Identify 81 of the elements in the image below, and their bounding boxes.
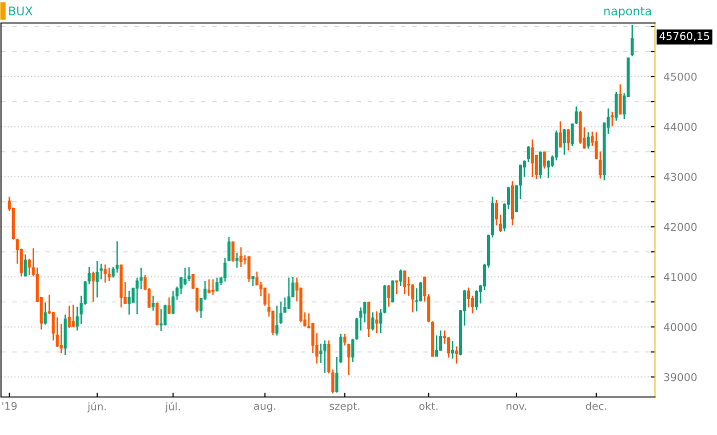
candlestick (630, 24, 634, 57)
chart-subtitle: naponta (604, 6, 651, 18)
candlestick (96, 260, 99, 298)
chart-title: BUX (9, 6, 32, 16)
candlestick (518, 164, 522, 200)
candlestick (375, 310, 378, 334)
candlestick (247, 255, 250, 283)
candlestick (435, 334, 438, 357)
text: 45760,15 (660, 32, 710, 42)
candlestick (136, 276, 139, 315)
candlestick (223, 257, 227, 282)
candlestick (112, 266, 115, 278)
candlestick (160, 308, 163, 332)
candlestick (467, 286, 470, 308)
candlestick (614, 91, 618, 122)
x-tick-label: '19 (2, 402, 17, 410)
candlestick (546, 160, 550, 179)
candlestick (227, 236, 230, 262)
candlestick (156, 302, 159, 326)
candlestick (498, 214, 502, 233)
candlestick (92, 270, 95, 302)
candlestick (542, 150, 546, 170)
candlestick (538, 150, 542, 180)
candlestick (184, 267, 187, 286)
candlestick (335, 356, 338, 394)
candlestick (128, 290, 131, 316)
x-tick-label: dec. (586, 402, 606, 410)
candlestick (586, 132, 590, 150)
candlestick (72, 304, 75, 328)
candlestick (116, 240, 119, 274)
y-tick-label: 45000 (664, 72, 697, 81)
candlestick (530, 138, 534, 178)
candlestick (44, 302, 47, 326)
y-tick-label: 40000 (664, 323, 697, 332)
candlestick (279, 301, 282, 325)
candlestick (215, 276, 219, 292)
candlestick (371, 312, 374, 332)
y-tick-label: 44000 (664, 122, 697, 131)
x-tick-label: aug. (254, 404, 276, 412)
candlestick (108, 267, 111, 282)
candlestick (403, 270, 406, 295)
candlestick (399, 268, 402, 287)
candlestick (235, 252, 238, 268)
candlestick (188, 266, 191, 282)
candlestick (395, 280, 398, 295)
y-tick-label: 41000 (664, 272, 697, 282)
x-tick-label: okt. (419, 402, 438, 410)
candlestick (231, 240, 234, 262)
candlestick (275, 305, 278, 336)
candlestick (287, 276, 290, 310)
y-tick-label: 39000 (664, 373, 697, 382)
candlestick (494, 199, 498, 226)
candlestick (391, 280, 394, 304)
candlestick (323, 340, 326, 374)
candlestick (24, 254, 27, 278)
x-tick-label: nov. (506, 404, 526, 410)
y-tick-label: 43000 (664, 172, 697, 181)
candlestick (558, 120, 562, 148)
candlestick (618, 84, 622, 115)
candlestick (455, 346, 458, 364)
candlestick (239, 246, 242, 268)
candlestick (562, 128, 566, 156)
x-tick-label: jún. (87, 402, 106, 412)
candlestick (172, 290, 175, 315)
y-tick-label: 42000 (664, 222, 697, 231)
candlestick (271, 310, 274, 336)
candlestick (168, 296, 171, 315)
candlestick (387, 284, 390, 308)
candlestick (208, 278, 211, 294)
candlestick (475, 290, 478, 311)
candlestick (68, 305, 71, 329)
candlestick (610, 111, 614, 127)
x-tick-label: júl. (165, 402, 180, 412)
candlestick (152, 295, 155, 312)
candlestick (451, 340, 454, 360)
candlestick (104, 264, 107, 284)
candlestick (283, 296, 286, 314)
x-tick-label: szept. (330, 402, 360, 412)
candlestick (60, 323, 63, 354)
candlestick (566, 128, 570, 152)
candlestick (211, 278, 215, 296)
